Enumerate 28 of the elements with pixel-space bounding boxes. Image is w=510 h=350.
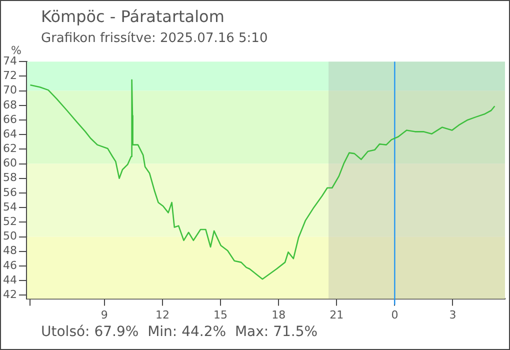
y-tick-label: 64 xyxy=(2,127,17,140)
x-tick-label: 21 xyxy=(330,308,344,322)
y-tick-label: 42 xyxy=(2,288,17,302)
y-tick-label: 62 xyxy=(2,142,17,156)
y-tick-label: 48 xyxy=(2,244,17,258)
y-tick-label: 70 xyxy=(2,84,17,97)
y-tick-label: 58 xyxy=(2,171,17,184)
x-tick-label: 12 xyxy=(155,308,170,322)
text: Utolsó: 67.9% Min: 44.2% Max: 71.5% xyxy=(41,324,318,340)
x-tick-label: 9 xyxy=(100,308,108,322)
chart-title: Kömpöc - Páratartalom xyxy=(41,7,224,26)
y-tick-label: 52 xyxy=(2,215,17,228)
y-tick-label: 68 xyxy=(2,98,17,112)
y-tick-label: 44 xyxy=(2,273,17,286)
y-tick-label: 60 xyxy=(2,156,17,170)
y-tick-label: 50 xyxy=(2,230,17,243)
y-tick-label: 56 xyxy=(2,186,17,199)
chart-subtitle: Grafikon frissítve: 2025.07.16 5:10 xyxy=(41,31,268,46)
y-tick-label: 72 xyxy=(2,69,17,82)
y-tick-label: 46 xyxy=(2,258,17,272)
y-tick-label: 66 xyxy=(2,112,17,126)
y-tick-label: 74 xyxy=(2,54,17,68)
x-tick-label: 3 xyxy=(449,308,456,322)
x-tick-label: 0 xyxy=(391,308,398,322)
x-tick-label: 18 xyxy=(272,308,286,322)
y-tick-label: 54 xyxy=(2,200,17,214)
y-axis-title: % xyxy=(11,44,22,57)
x-tick-label: 15 xyxy=(214,308,228,322)
